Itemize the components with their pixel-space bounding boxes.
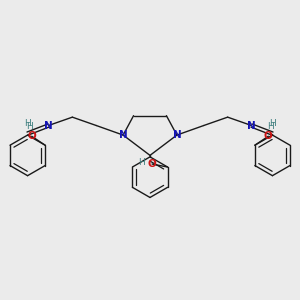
Text: H: H <box>26 122 33 131</box>
Text: N: N <box>247 121 256 130</box>
Text: H: H <box>24 118 31 127</box>
Text: N: N <box>172 130 181 140</box>
Text: H: H <box>269 118 276 127</box>
Text: O: O <box>264 131 273 141</box>
Text: O: O <box>27 131 36 141</box>
Text: H: H <box>138 158 145 167</box>
Text: O: O <box>148 159 156 169</box>
Text: N: N <box>119 130 128 140</box>
Text: H: H <box>267 122 274 131</box>
Text: N: N <box>44 121 53 130</box>
